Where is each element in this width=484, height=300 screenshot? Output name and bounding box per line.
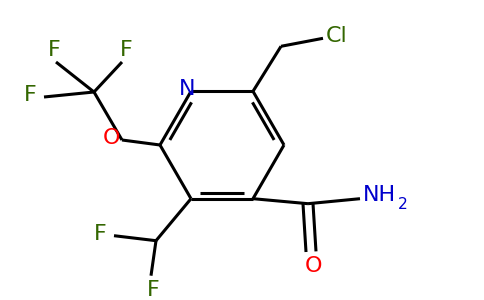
Text: Cl: Cl (326, 26, 348, 46)
Text: F: F (147, 280, 159, 300)
Text: N: N (179, 79, 195, 99)
Text: NH: NH (363, 185, 396, 205)
Text: F: F (47, 40, 60, 60)
Text: F: F (24, 85, 36, 105)
Text: F: F (93, 224, 106, 244)
Text: O: O (304, 256, 322, 276)
Text: O: O (103, 128, 121, 148)
Text: 2: 2 (398, 197, 408, 212)
Text: F: F (120, 40, 133, 60)
